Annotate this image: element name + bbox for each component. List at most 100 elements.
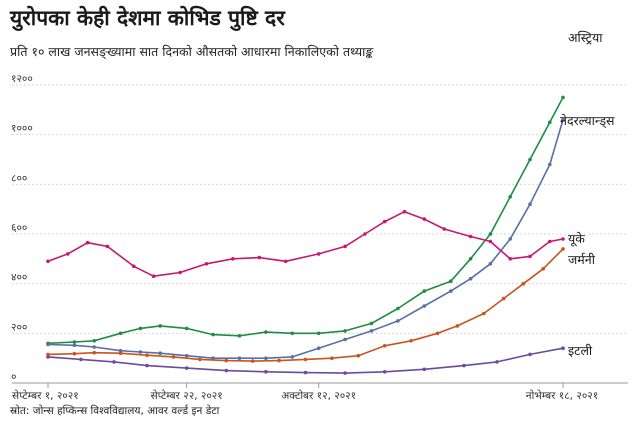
data-point [561,247,565,251]
chart-title: युरोपका केही देशमा कोभिड पुष्टि दर [10,6,285,30]
data-point [66,252,70,256]
data-point [264,356,268,361]
data-point [449,289,453,293]
data-point [72,351,77,356]
data-point [92,350,96,355]
x-tick-label: सेप्टेम्बर १, २०२१ [12,389,79,400]
data-point [343,244,347,249]
series-line [47,248,564,362]
data-point [548,162,552,167]
data-point [138,350,143,354]
data-point [237,334,242,338]
data-point [488,262,493,266]
data-point [264,330,268,334]
data-point [85,240,90,245]
data-point [501,296,506,301]
data-point [422,289,427,293]
data-point [118,348,123,353]
data-point [145,363,149,368]
data-point [382,370,387,374]
data-point [303,357,308,362]
data-point [316,346,321,351]
data-point [561,346,565,351]
data-point [277,358,281,363]
data-point [528,254,532,259]
data-point [455,324,460,328]
data-point [528,352,532,357]
data-point [132,264,136,269]
data-point [468,276,473,281]
data-point [528,202,532,206]
data-point [316,331,321,336]
data-point [257,255,262,260]
data-point [548,120,552,125]
y-tick-label: १२०० [11,73,33,85]
chart-subtitle: प्रति १० लाख जनसङ्ख्यामा सात दिनको औसतको… [10,44,374,59]
data-point [369,329,374,333]
data-point [46,259,50,264]
series-label: जर्मनी [568,252,596,267]
data-point [422,304,427,308]
series-line [47,210,564,278]
data-point [330,356,334,361]
data-point [184,353,189,358]
data-point [402,209,407,214]
data-point [382,344,387,348]
data-point [224,358,229,363]
data-point [435,331,440,336]
data-point [541,267,545,271]
data-point [508,237,512,241]
data-point [105,244,110,249]
data-point [46,355,50,359]
data-point [184,326,189,331]
data-point [369,321,374,326]
data-point [356,353,361,358]
data-point [118,351,123,356]
x-tick-label: सेप्टेम्बर २२, २०२१ [151,389,223,400]
y-tick-label: ६०० [11,222,27,234]
data-point [204,262,209,266]
data-point [396,306,400,311]
data-point [290,331,295,336]
data-point [561,237,565,241]
data-point [508,195,512,199]
data-point [79,357,83,362]
x-tick-label: नोभेम्बर १८, २०२१ [526,389,598,400]
data-point [264,370,268,374]
data-point [145,353,149,358]
y-tick-label: ० [11,371,16,383]
data-point [158,351,162,356]
data-point [211,332,215,337]
data-point [561,95,565,100]
y-tick-label: ८०० [11,172,27,184]
data-point [211,356,215,361]
data-point [488,232,493,236]
data-point [290,355,295,359]
series-label: नेदरल्यान्ड्स [560,113,615,129]
data-point [468,234,473,239]
series-label: अस्ट्रिया [568,30,603,45]
y-tick-label: १००० [11,123,33,135]
data-point [171,355,176,359]
data-point [46,342,50,347]
series-label: यूके [568,231,585,247]
data-point [316,252,321,256]
data-point [343,337,347,342]
data-point [521,281,526,286]
data-point [283,259,288,264]
y-tick-label: २०० [11,321,27,333]
data-point [561,118,565,122]
data-point [495,360,499,364]
data-point [409,339,413,343]
data-point [178,270,182,275]
data-point [449,279,453,284]
data-point [118,331,123,336]
data-point [46,352,50,357]
data-point [462,363,466,368]
data-point [468,257,473,261]
data-point [343,329,347,333]
x-tick-label: अक्टोबर १२, २०२१ [281,389,356,400]
data-point [343,371,347,375]
y-axis-ticks: ० २०० ४०० ६०० ८०० १००० १२०० [11,73,33,383]
data-point [72,340,77,344]
